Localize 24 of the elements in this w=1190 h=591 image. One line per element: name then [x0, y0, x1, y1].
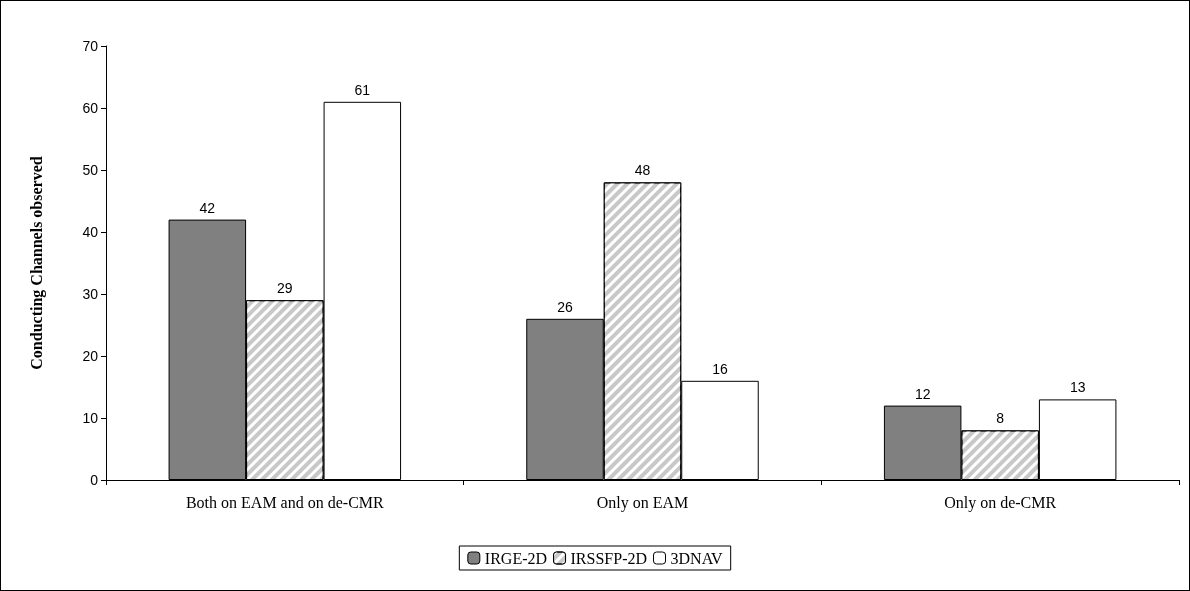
- y-tick-label: 10: [82, 410, 99, 426]
- x-tick-label: Only on EAM: [596, 493, 689, 512]
- data-label: 26: [557, 298, 573, 315]
- y-tick-label: 20: [82, 348, 99, 364]
- x-tick-label: Both on EAM and on de-CMR: [185, 493, 385, 511]
- legend-label: IRGE-2D: [484, 549, 548, 567]
- legend-label: 3DNAV: [670, 549, 724, 567]
- y-tick-label: 60: [82, 100, 99, 116]
- data-label: 13: [1069, 379, 1086, 396]
- data-label: 8: [996, 410, 1005, 427]
- legend-label: IRSSFP-2D: [570, 549, 648, 567]
- data-label: 61: [354, 81, 371, 98]
- data-label: 29: [277, 280, 293, 297]
- y-tick-label: 30: [82, 286, 99, 302]
- data-label: 16: [712, 360, 728, 377]
- data-label: 48: [634, 162, 651, 179]
- y-tick-label: 70: [82, 38, 99, 54]
- x-tick-label: Only on de-CMR: [944, 493, 1057, 512]
- y-tick-label: 40: [82, 224, 99, 240]
- data-label: 42: [199, 199, 216, 216]
- y-tick-label: 0: [90, 472, 99, 488]
- data-label: 12: [914, 385, 931, 402]
- y-tick-label: 50: [82, 162, 99, 178]
- y-axis-title: Conducting Channels observed: [27, 156, 46, 370]
